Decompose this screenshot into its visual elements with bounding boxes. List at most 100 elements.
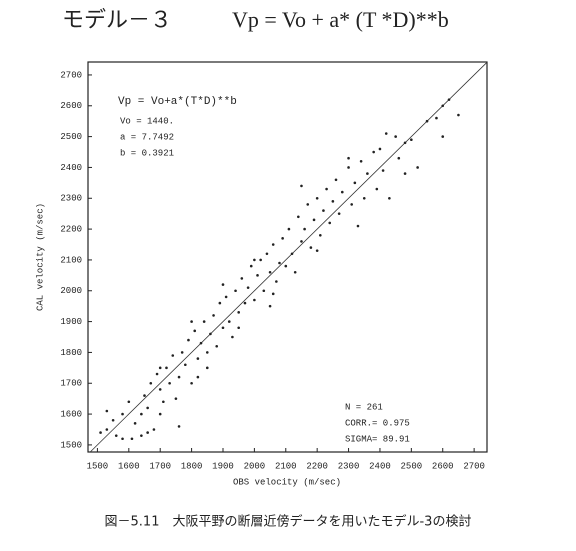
point — [303, 227, 306, 231]
y-axis-label: CAL velocity (m/sec) — [35, 203, 45, 311]
point — [325, 187, 328, 191]
point — [268, 270, 272, 274]
point — [388, 196, 391, 200]
point — [190, 381, 193, 385]
point — [177, 425, 181, 428]
y-tick-label: 2600 — [60, 101, 82, 111]
point — [205, 351, 209, 354]
x-tick-label: 2100 — [275, 461, 297, 471]
point — [221, 283, 225, 286]
point — [184, 363, 187, 367]
header-formula: Vp = Vo + a* (T *D)**b — [232, 7, 449, 32]
point — [127, 400, 131, 404]
point — [133, 422, 137, 425]
point — [227, 320, 231, 323]
point — [331, 200, 335, 203]
point — [297, 215, 300, 219]
y-tick-label: 1700 — [60, 379, 82, 389]
point — [359, 159, 363, 163]
point — [403, 141, 407, 145]
point — [378, 147, 382, 151]
point — [249, 264, 253, 268]
x-tick-label: 2700 — [463, 461, 485, 471]
point — [155, 372, 159, 376]
point — [362, 196, 366, 200]
point — [394, 135, 397, 138]
y-tick-label: 1500 — [60, 440, 82, 450]
point — [218, 301, 222, 305]
point — [121, 412, 124, 416]
point — [224, 295, 228, 299]
point — [353, 181, 357, 185]
point — [315, 196, 319, 200]
point — [271, 243, 275, 246]
point — [221, 326, 225, 330]
point — [287, 227, 291, 231]
annotation: Vp = Vo+a*(T*D)**b — [118, 96, 237, 108]
point — [114, 434, 118, 437]
point — [196, 357, 200, 360]
point — [231, 335, 234, 339]
point — [441, 135, 445, 138]
point — [284, 264, 288, 268]
point — [253, 258, 256, 262]
x-tick-label: 2200 — [306, 461, 328, 471]
point — [334, 178, 338, 182]
point — [259, 258, 262, 262]
y-tick-label: 2200 — [60, 224, 82, 234]
x-tick-label: 2600 — [432, 461, 454, 471]
point — [372, 150, 375, 154]
x-tick-label: 1800 — [181, 461, 203, 471]
point — [146, 406, 149, 410]
point — [309, 246, 313, 249]
x-tick-label: 2000 — [244, 461, 266, 471]
point — [350, 203, 353, 206]
point — [347, 156, 350, 160]
point — [158, 388, 162, 391]
point — [165, 366, 168, 370]
point — [306, 203, 310, 206]
y-tick-label: 2000 — [60, 286, 82, 296]
annotation: Vo = 1440. — [120, 116, 174, 126]
point — [171, 354, 175, 357]
point — [105, 428, 109, 431]
point — [300, 184, 303, 188]
annotation: b = 0.3921 — [120, 148, 174, 158]
y-tick-label: 2100 — [60, 255, 82, 265]
point — [187, 338, 190, 342]
point — [199, 341, 203, 345]
point — [243, 301, 247, 305]
point — [300, 240, 303, 243]
x-tick-label: 1500 — [87, 461, 109, 471]
point — [410, 138, 413, 141]
point — [158, 412, 162, 416]
point — [105, 409, 109, 413]
point — [457, 113, 460, 117]
point — [262, 289, 266, 293]
header-model: モデル－３ — [62, 7, 172, 32]
point — [237, 311, 240, 314]
point — [435, 116, 438, 120]
point — [275, 280, 278, 283]
point — [162, 400, 165, 404]
y-tick-label: 1600 — [60, 409, 82, 419]
point — [215, 344, 219, 348]
point — [441, 104, 445, 108]
point — [265, 252, 269, 256]
point — [121, 437, 124, 441]
point — [340, 190, 344, 194]
point — [196, 375, 200, 379]
point — [356, 224, 360, 228]
point — [268, 304, 272, 308]
point — [180, 351, 184, 354]
y-tick-label: 2300 — [60, 194, 82, 204]
y-tick-label: 2500 — [60, 132, 82, 142]
point — [403, 172, 407, 175]
point — [130, 437, 134, 441]
point — [174, 397, 178, 400]
annotation: SIGMA= 89.91 — [345, 434, 410, 444]
point — [366, 172, 369, 175]
point — [234, 289, 237, 293]
point — [168, 381, 171, 385]
